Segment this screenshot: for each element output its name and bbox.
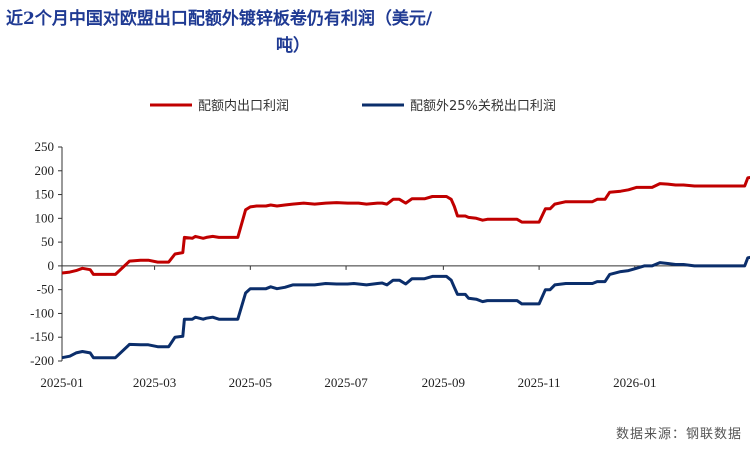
y-tick-label: -50 (37, 282, 54, 297)
series-layer (61, 175, 750, 360)
legend: 配额内出口利润 配额外25%关税出口利润 (150, 98, 556, 114)
y-tick-label: 100 (35, 210, 55, 225)
x-tick-label: 2025-05 (229, 375, 272, 390)
chart-title-line2: 吨） (276, 36, 310, 56)
y-tick-label: 50 (41, 234, 54, 249)
y-tick-label: -150 (30, 329, 54, 344)
y-tick-label: 250 (35, 139, 55, 154)
x-tick-label: 2026-01 (613, 375, 656, 390)
y-tick-label: -100 (30, 305, 54, 320)
y-tick-label: -200 (30, 353, 54, 368)
y-tick-label: 200 (35, 163, 55, 178)
legend-label-1: 配额内出口利润 (198, 98, 289, 114)
x-tick-label: 2025-03 (133, 375, 176, 390)
legend-label-2: 配额外25%关税出口利润 (410, 99, 556, 114)
y-tick-label: 0 (48, 258, 55, 273)
x-tick-label: 2025-07 (324, 375, 368, 390)
source-note: 数据来源：钢联数据 (615, 427, 742, 442)
y-axis: -200 -150 -100 -50 0 50 100 150 200 250 (30, 139, 63, 368)
series-line-2 (61, 255, 750, 360)
series-line-1 (61, 175, 750, 276)
x-tick-label: 2025-01 (40, 375, 83, 390)
x-tick-label: 2025-11 (518, 375, 561, 390)
chart-title: 近2个月中国对欧盟出口配额外镀锌板卷仍有利润（美元/ 吨） (6, 6, 586, 60)
y-tick-label: 150 (35, 187, 55, 202)
chart-title-line1: 近2个月中国对欧盟出口配额外镀锌板卷仍有利润（美元/ (6, 9, 433, 29)
x-axis: 2025-01 2025-03 2025-05 2025-07 2025-09 2025-… (40, 265, 718, 390)
x-tick-label: 2025-09 (422, 375, 465, 390)
